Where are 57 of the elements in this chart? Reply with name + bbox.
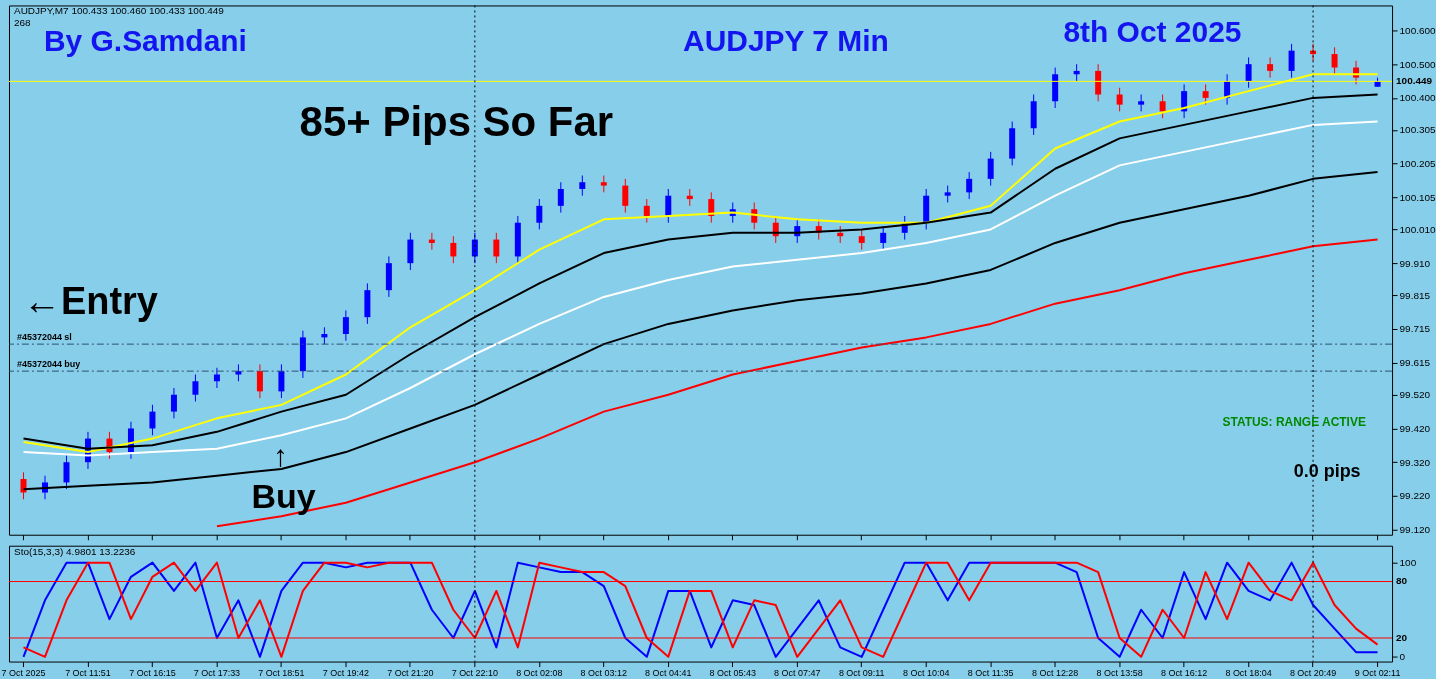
- annotation: 268: [13, 17, 32, 29]
- ref-line-label: 100.449: [1396, 75, 1433, 87]
- x-tick-label: 8 Oct 11:35: [967, 668, 1014, 679]
- annotation: STATUS: RANGE ACTIVE: [1222, 414, 1366, 429]
- y-tick-label: 99.715: [1399, 323, 1431, 335]
- annotation: By G.Samdani: [43, 24, 247, 58]
- x-tick-label: 8 Oct 20:49: [1289, 668, 1337, 679]
- y-tick-label: 100.500: [1399, 58, 1436, 70]
- y-tick-label: 99.815: [1399, 289, 1431, 301]
- x-tick-label: 7 Oct 21:20: [387, 668, 434, 679]
- y-tick-label: 99.220: [1399, 490, 1431, 502]
- x-tick-label: 7 Oct 2025: [1, 668, 46, 679]
- ref-line-label: #45372044 sl: [16, 332, 72, 343]
- x-tick-label: 7 Oct 11:51: [65, 668, 111, 679]
- y-tick-label: 99.320: [1399, 456, 1431, 468]
- y-tick-label: 100.600: [1399, 24, 1436, 36]
- x-tick-label: 8 Oct 12:28: [1031, 668, 1079, 679]
- y-tick-label: 100: [1399, 557, 1417, 569]
- y-tick-label: 99.120: [1399, 524, 1431, 536]
- annotation: ↑: [273, 438, 289, 472]
- annotation: 85+ Pips So Far: [299, 98, 614, 146]
- x-tick-label: 8 Oct 05:43: [709, 668, 756, 679]
- x-tick-label: 8 Oct 03:12: [580, 668, 627, 679]
- x-tick-label: 7 Oct 22:10: [451, 668, 499, 679]
- x-tick-label: 9 Oct 02:11: [1354, 668, 1401, 679]
- ref-line-label: 80: [1396, 575, 1408, 587]
- x-tick-label: 8 Oct 09:11: [838, 668, 885, 679]
- x-tick-label: 8 Oct 10:04: [903, 668, 950, 679]
- annotation: ←Entry: [22, 280, 158, 323]
- y-tick-label: 100.105: [1399, 191, 1436, 203]
- annotation: 0.0 pips: [1293, 460, 1361, 481]
- x-tick-label: 8 Oct 07:47: [774, 668, 821, 679]
- y-tick-label: 100.010: [1399, 223, 1436, 235]
- annotation: Sto(15,3,3) 4.9801 13.2236: [13, 545, 136, 557]
- y-tick-label: 100.205: [1399, 158, 1436, 170]
- x-tick-label: 8 Oct 16:12: [1160, 668, 1208, 679]
- y-tick-label: 100.305: [1399, 124, 1436, 136]
- ref-line-label: #45372044 buy: [16, 359, 81, 370]
- annotation: Buy: [251, 476, 316, 515]
- x-tick-label: 8 Oct 18:04: [1225, 668, 1272, 679]
- text: AUDJPY 7 Min: [683, 24, 889, 58]
- y-tick-label: 99.520: [1399, 389, 1431, 401]
- x-tick-label: 7 Oct 18:51: [258, 668, 305, 679]
- y-tick-label: 100.400: [1399, 92, 1436, 104]
- y-tick-label: 0: [1399, 651, 1406, 663]
- y-tick-label: 99.615: [1399, 357, 1431, 369]
- ref-line-label: 20: [1396, 632, 1408, 643]
- x-tick-label: 8 Oct 13:58: [1096, 668, 1143, 679]
- annotation: 8th Oct 2025: [1063, 15, 1242, 49]
- x-tick-label: 8 Oct 04:41: [645, 668, 692, 679]
- x-tick-label: 8 Oct 02:08: [516, 668, 563, 679]
- x-tick-label: 7 Oct 17:33: [193, 668, 241, 679]
- x-tick-label: 7 Oct 16:15: [129, 668, 176, 679]
- y-tick-label: 99.420: [1399, 422, 1431, 434]
- x-tick-label: 7 Oct 19:42: [322, 668, 370, 679]
- y-tick-label: 99.910: [1399, 257, 1431, 269]
- annotation: AUDJPY,M7 100.433 100.460 100.433 100.449: [13, 5, 225, 17]
